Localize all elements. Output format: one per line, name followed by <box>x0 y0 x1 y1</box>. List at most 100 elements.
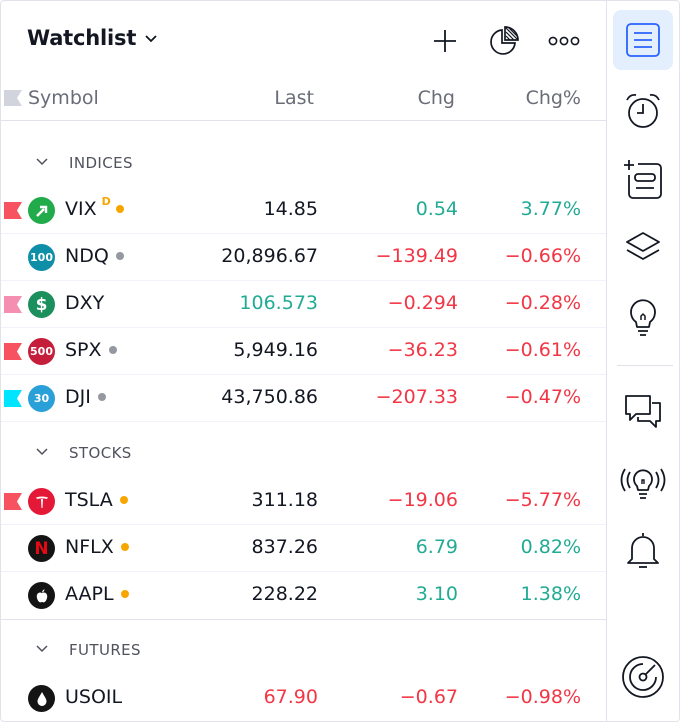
change-percent: 3.77% <box>520 198 581 220</box>
change-value: −207.33 <box>375 386 458 408</box>
streams-toolbar-button[interactable] <box>613 452 673 512</box>
last-price: 14.85 <box>263 198 318 220</box>
section-stocks[interactable]: STOCKS <box>1 432 606 476</box>
advanced-view-button[interactable] <box>484 21 524 61</box>
chat-toolbar-button[interactable] <box>613 381 673 441</box>
bell-icon <box>627 533 659 568</box>
section-divider <box>1 619 606 620</box>
watchlist-toolbar-button[interactable] <box>613 10 673 70</box>
flag-icon[interactable] <box>4 296 22 313</box>
section-indices[interactable]: INDICES <box>1 142 606 186</box>
change-percent: −0.61% <box>504 339 581 361</box>
table-row-dji[interactable]: 30 DJI 43,750.86 −207.33 −0.47% <box>1 375 606 422</box>
chevron-down-icon <box>36 645 48 653</box>
change-percent: −5.77% <box>504 489 581 511</box>
change-percent: 1.38% <box>520 583 581 605</box>
watchlist-title-dropdown[interactable]: Watchlist <box>27 26 158 50</box>
market-status-dot <box>97 393 106 401</box>
flag-column-icon[interactable] <box>4 90 22 106</box>
flag-icon[interactable] <box>4 202 22 219</box>
chevron-down-icon <box>36 158 48 166</box>
table-row-aapl[interactable]: AAPL 228.22 3.10 1.38% <box>1 572 606 619</box>
last-price: 43,750.86 <box>221 386 318 408</box>
toolbar-separator <box>617 365 673 366</box>
change-percent: −0.98% <box>504 686 581 708</box>
last-price: 311.18 <box>251 489 318 511</box>
change-percent: 0.82% <box>520 536 581 558</box>
column-symbol[interactable]: Symbol <box>28 87 99 109</box>
symbol-name: DXY <box>65 292 105 314</box>
ndq-logo-icon: 100 <box>28 244 55 271</box>
section-label: STOCKS <box>69 444 132 462</box>
more-options-button[interactable] <box>544 21 584 61</box>
table-row-dxy[interactable]: $ DXY 106.573 −0.294 −0.28% <box>1 281 606 328</box>
change-value: −19.06 <box>387 489 458 511</box>
chevron-down-icon <box>36 448 48 456</box>
notifications-toolbar-button[interactable] <box>613 520 673 580</box>
table-row-ndq[interactable]: 100 NDQ 20,896.67 −139.49 −0.66% <box>1 234 606 281</box>
symbol-name: NDQ <box>65 245 109 267</box>
chat-icon <box>625 395 661 428</box>
table-row-usoil[interactable]: USOIL 67.90 −0.67 −0.98% <box>1 675 606 721</box>
change-value: 6.79 <box>415 536 458 558</box>
watchlist-panel: Watchlist <box>1 1 606 721</box>
alarm-clock-icon <box>626 93 660 128</box>
vix-logo-icon <box>28 197 55 224</box>
section-label: INDICES <box>69 154 133 172</box>
market-status-dot <box>120 543 129 551</box>
delayed-badge: D <box>101 194 111 208</box>
add-note-toolbar-button[interactable] <box>613 149 673 209</box>
market-status-dot <box>115 205 124 213</box>
last-price: 837.26 <box>251 536 318 558</box>
symbol-name: TSLA <box>65 489 113 511</box>
flag-icon[interactable] <box>4 343 22 360</box>
last-price: 5,949.16 <box>233 339 318 361</box>
chevron-down-icon <box>145 34 157 42</box>
column-chg-pct[interactable]: Chg% <box>525 87 581 109</box>
market-status-dot <box>119 496 128 504</box>
column-last[interactable]: Last <box>274 87 314 109</box>
change-value: −139.49 <box>375 245 458 267</box>
symbol-name: SPX <box>65 339 102 361</box>
dom-toolbar-button[interactable] <box>613 647 673 707</box>
change-value: −36.23 <box>387 339 458 361</box>
tesla-logo-icon <box>28 488 55 515</box>
change-percent: −0.28% <box>504 292 581 314</box>
plus-icon <box>434 30 456 52</box>
apple-logo-icon <box>28 582 55 609</box>
oil-drop-logo-icon <box>28 685 55 712</box>
table-row-tsla[interactable]: TSLA 311.18 −19.06 −5.77% <box>1 478 606 525</box>
flag-icon[interactable] <box>4 493 22 510</box>
dxy-logo-icon: $ <box>28 291 55 318</box>
alerts-toolbar-button[interactable] <box>613 81 673 141</box>
symbol-name: VIX <box>65 198 97 220</box>
last-price: 106.573 <box>239 292 318 314</box>
last-price: 228.22 <box>251 583 318 605</box>
more-horizontal-icon <box>548 36 580 46</box>
table-row-vix[interactable]: VIX D 14.85 0.54 3.77% <box>1 187 606 234</box>
column-header-row: Symbol Last Chg Chg% <box>1 77 606 121</box>
add-symbol-button[interactable] <box>425 21 465 61</box>
ideas-toolbar-button[interactable] <box>613 287 673 347</box>
dom-target-icon <box>622 656 664 698</box>
watchlist-icon <box>626 23 660 57</box>
lightbulb-icon <box>630 299 656 336</box>
layers-toolbar-button[interactable] <box>613 217 673 277</box>
flag-icon[interactable] <box>4 390 22 407</box>
column-chg[interactable]: Chg <box>417 87 455 109</box>
change-value: −0.294 <box>387 292 458 314</box>
watchlist-header: Watchlist <box>1 1 606 77</box>
symbol-name: NFLX <box>65 536 114 558</box>
change-value: −0.67 <box>399 686 458 708</box>
last-price: 20,896.67 <box>221 245 318 267</box>
market-status-dot <box>120 590 129 598</box>
table-row-nflx[interactable]: N NFLX 837.26 6.79 0.82% <box>1 525 606 572</box>
table-row-spx[interactable]: 500 SPX 5,949.16 −36.23 −0.61% <box>1 328 606 375</box>
dji-logo-icon: 30 <box>28 385 55 412</box>
symbol-name: AAPL <box>65 583 114 605</box>
section-futures[interactable]: FUTURES <box>1 629 606 673</box>
market-status-dot <box>108 346 117 354</box>
section-label: FUTURES <box>69 641 141 659</box>
symbol-name: USOIL <box>65 686 123 708</box>
